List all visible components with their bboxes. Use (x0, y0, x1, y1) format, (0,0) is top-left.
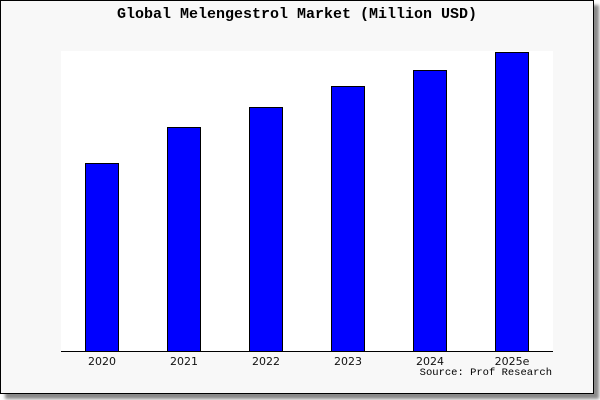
x-axis-label-2021: 2021 (170, 355, 198, 368)
x-axis-labels: 2020 2021 2022 2023 2024 2025e (61, 355, 553, 369)
x-axis-label-2024: 2024 (416, 355, 444, 368)
x-axis-label-2020: 2020 (88, 355, 116, 368)
bar-2024 (413, 70, 447, 351)
chart-figure: Global Melengestrol Market (Million USD)… (0, 0, 594, 394)
bar-2021 (167, 127, 201, 351)
x-axis-label-2025e: 2025e (494, 355, 530, 368)
x-axis-label-2022: 2022 (252, 355, 280, 368)
bar-2022 (249, 107, 283, 351)
bar-2025e (495, 52, 529, 351)
bar-2020 (85, 163, 119, 351)
plot-area (61, 51, 553, 352)
x-axis-label-2023: 2023 (334, 355, 362, 368)
chart-title: Global Melengestrol Market (Million USD) (116, 6, 478, 23)
bar-2023 (331, 86, 365, 351)
source-note: Source: Prof Research (419, 367, 552, 379)
